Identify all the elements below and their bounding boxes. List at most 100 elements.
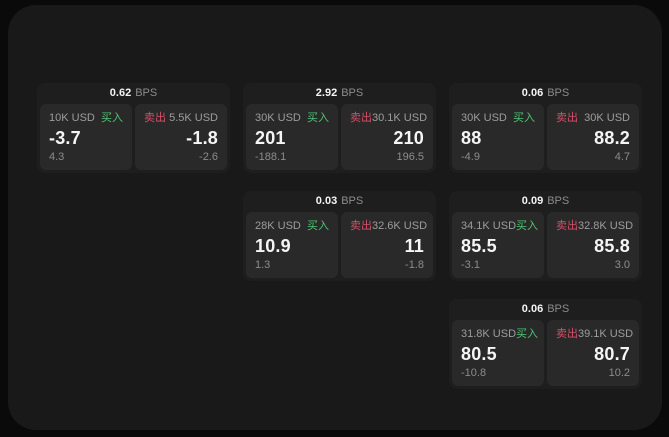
buy-delta: -188.1 [255, 151, 287, 163]
buy-delta: -4.9 [461, 151, 480, 163]
buy-price: 85.5 [461, 236, 497, 256]
bps-value: 0.06 [521, 87, 544, 99]
sell-tile-header: 卖出 30K USD [556, 112, 630, 125]
bps-header: 0.09 BPS [449, 191, 642, 212]
quote-card-body: 10K USD 买入 -3.7 4.3 卖出 5.5K USD -1.8 -2.… [37, 104, 230, 173]
buy-price: 10.9 [255, 236, 291, 256]
sell-delta: -1.8 [405, 259, 424, 271]
sell-amount: 30.1K USD [372, 112, 428, 124]
quote-card-body: 28K USD 买入 10.9 1.3 卖出 32.6K USD 11 -1.8 [243, 212, 436, 281]
sell-amount: 5.5K USD [169, 112, 218, 124]
buy-tile-header: 30K USD 买入 [461, 112, 535, 125]
sell-quote-tile[interactable]: 卖出 30.1K USD 210 196.5 [341, 104, 433, 170]
quote-card: 0.03 BPS 28K USD 买入 10.9 1.3 卖出 32.6K US… [243, 191, 436, 281]
buy-quote-tile[interactable]: 31.8K USD 买入 80.5 -10.8 [452, 320, 544, 386]
bps-unit-label: BPS [341, 195, 364, 207]
sell-quote-tile[interactable]: 卖出 32.8K USD 85.8 3.0 [547, 212, 639, 278]
bps-header: 0.62 BPS [37, 83, 230, 104]
sell-tile-header: 卖出 32.6K USD [350, 220, 428, 233]
buy-delta: 1.3 [255, 259, 271, 271]
buy-amount: 31.8K USD [461, 328, 517, 340]
buy-amount: 28K USD [255, 220, 301, 232]
sell-tile-header: 卖出 5.5K USD [144, 112, 218, 125]
quote-card: 0.06 BPS 30K USD 买入 88 -4.9 卖出 30K USD 8… [449, 83, 642, 173]
bps-value: 0.62 [109, 87, 132, 99]
buy-quote-tile[interactable]: 30K USD 买入 88 -4.9 [452, 104, 544, 170]
bps-value: 0.09 [521, 195, 544, 207]
quote-card-body: 30K USD 买入 88 -4.9 卖出 30K USD 88.2 4.7 [449, 104, 642, 173]
bps-header: 0.06 BPS [449, 83, 642, 104]
sell-side-label: 卖出 [556, 112, 578, 124]
quote-card: 0.09 BPS 34.1K USD 买入 85.5 -3.1 卖出 32.8K… [449, 191, 642, 281]
buy-side-label: 买入 [513, 112, 535, 124]
sell-delta: 4.7 [614, 151, 630, 163]
bps-unit-label: BPS [341, 87, 364, 99]
buy-price: 88 [461, 128, 482, 148]
sell-quote-tile[interactable]: 卖出 5.5K USD -1.8 -2.6 [135, 104, 227, 170]
sell-side-label: 卖出 [350, 112, 372, 124]
sell-side-label: 卖出 [556, 328, 578, 340]
bps-header: 0.03 BPS [243, 191, 436, 212]
buy-delta: 4.3 [49, 151, 65, 163]
sell-side-label: 卖出 [350, 220, 372, 232]
sell-quote-tile[interactable]: 卖出 32.6K USD 11 -1.8 [341, 212, 433, 278]
buy-quote-tile[interactable]: 10K USD 买入 -3.7 4.3 [40, 104, 132, 170]
buy-delta: -10.8 [461, 367, 487, 379]
bps-unit-label: BPS [135, 87, 158, 99]
sell-quote-tile[interactable]: 卖出 39.1K USD 80.7 10.2 [547, 320, 639, 386]
buy-quote-tile[interactable]: 30K USD 买入 201 -188.1 [246, 104, 338, 170]
quote-card: 0.62 BPS 10K USD 买入 -3.7 4.3 卖出 5.5K USD… [37, 83, 230, 173]
sell-amount: 39.1K USD [578, 328, 634, 340]
buy-tile-header: 30K USD 买入 [255, 112, 329, 125]
sell-price: 80.7 [594, 344, 630, 364]
bps-unit-label: BPS [547, 303, 570, 315]
sell-tile-header: 卖出 32.8K USD [556, 220, 634, 233]
buy-amount: 10K USD [49, 112, 95, 124]
sell-delta: 196.5 [396, 151, 424, 163]
quote-card-body: 34.1K USD 买入 85.5 -3.1 卖出 32.8K USD 85.8… [449, 212, 642, 281]
sell-quote-tile[interactable]: 卖出 30K USD 88.2 4.7 [547, 104, 639, 170]
bps-unit-label: BPS [547, 87, 570, 99]
sell-delta: 10.2 [608, 367, 630, 379]
buy-tile-header: 10K USD 买入 [49, 112, 123, 125]
quote-card-body: 31.8K USD 买入 80.5 -10.8 卖出 39.1K USD 80.… [449, 320, 642, 389]
buy-side-label: 买入 [307, 112, 329, 124]
buy-side-label: 买入 [307, 220, 329, 232]
buy-amount: 34.1K USD [461, 220, 517, 232]
sell-price: 85.8 [594, 236, 630, 256]
sell-price: 11 [404, 236, 424, 256]
bps-header: 2.92 BPS [243, 83, 436, 104]
buy-quote-tile[interactable]: 34.1K USD 买入 85.5 -3.1 [452, 212, 544, 278]
sell-price: -1.8 [186, 128, 218, 148]
buy-side-label: 买入 [101, 112, 123, 124]
bps-value: 0.06 [521, 303, 544, 315]
sell-side-label: 卖出 [144, 112, 166, 124]
bps-unit-label: BPS [547, 195, 570, 207]
sell-price: 210 [393, 128, 424, 148]
sell-amount: 32.8K USD [578, 220, 634, 232]
sell-tile-header: 卖出 39.1K USD [556, 328, 634, 341]
buy-price: 80.5 [461, 344, 497, 364]
buy-price: -3.7 [49, 128, 81, 148]
buy-tile-header: 34.1K USD 买入 [461, 220, 539, 233]
buy-side-label: 买入 [516, 220, 539, 232]
sell-price: 88.2 [594, 128, 630, 148]
quote-card: 0.06 BPS 31.8K USD 买入 80.5 -10.8 卖出 39.1… [449, 299, 642, 389]
buy-amount: 30K USD [461, 112, 507, 124]
sell-amount: 32.6K USD [372, 220, 428, 232]
buy-delta: -3.1 [461, 259, 480, 271]
bps-value: 0.03 [315, 195, 338, 207]
sell-tile-header: 卖出 30.1K USD [350, 112, 428, 125]
buy-tile-header: 28K USD 买入 [255, 220, 329, 233]
buy-price: 201 [255, 128, 286, 148]
buy-quote-tile[interactable]: 28K USD 买入 10.9 1.3 [246, 212, 338, 278]
buy-tile-header: 31.8K USD 买入 [461, 328, 538, 341]
sell-delta: -2.6 [199, 151, 218, 163]
sell-side-label: 卖出 [556, 220, 578, 232]
sell-amount: 30K USD [584, 112, 630, 124]
bps-header: 0.06 BPS [449, 299, 642, 320]
sell-delta: 3.0 [614, 259, 630, 271]
quote-card: 2.92 BPS 30K USD 买入 201 -188.1 卖出 30.1K … [243, 83, 436, 173]
quotes-panel: 0.62 BPS 10K USD 买入 -3.7 4.3 卖出 5.5K USD… [8, 5, 662, 430]
